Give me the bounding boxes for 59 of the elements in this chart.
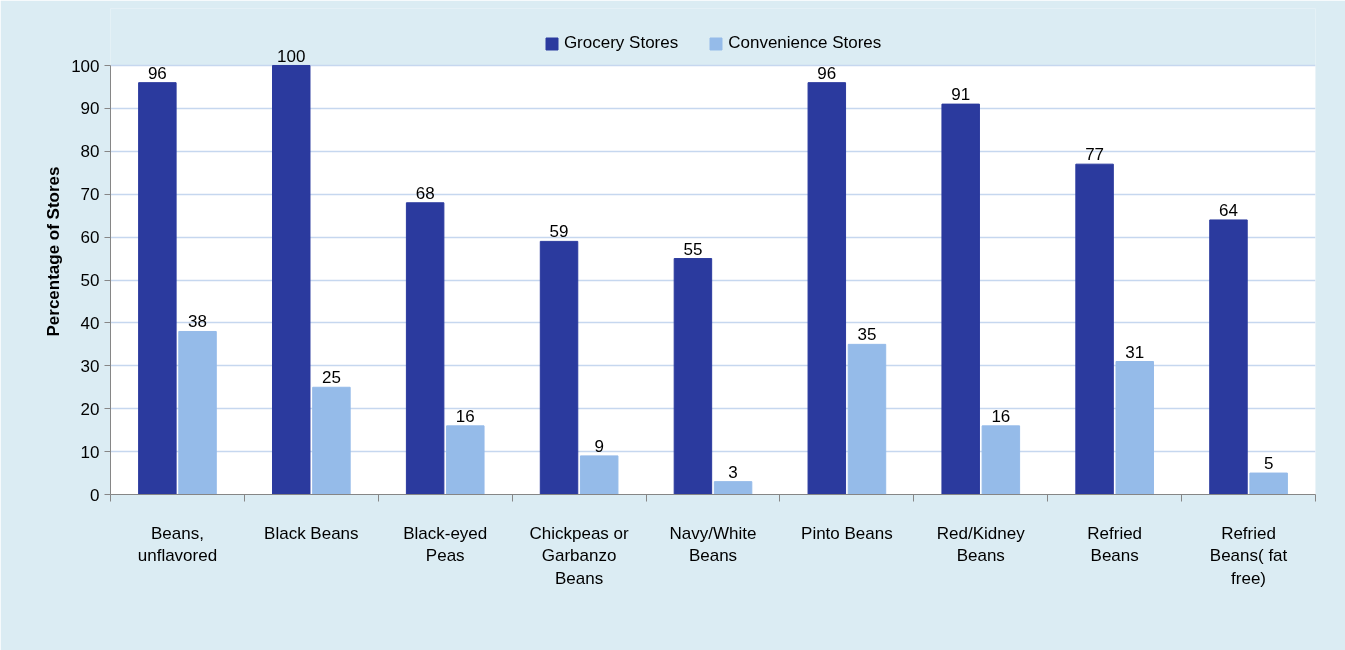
x-tick-label: Black-eyed Peas: [403, 523, 488, 566]
y-tick-label: 10: [80, 442, 100, 462]
data-label: 9: [594, 436, 604, 456]
bar: [272, 65, 311, 495]
x-tick-label: Black Beans: [264, 523, 359, 543]
x-tick-label: Red/Kidney Beans: [936, 523, 1026, 566]
data-label: 96: [817, 63, 837, 83]
x-tick-label: Pinto Beans: [801, 523, 893, 543]
bar: [138, 82, 177, 495]
bar: [1075, 163, 1114, 495]
y-axis-title: Percentage of Stores: [44, 166, 64, 337]
y-tick-label: 60: [80, 228, 100, 248]
y-tick-label: 20: [80, 399, 100, 419]
bar: [312, 386, 351, 495]
x-tick-label: Beans, unflavored: [137, 523, 218, 566]
y-tick-label: 30: [80, 356, 100, 376]
bar: [1249, 472, 1288, 495]
legend-label: Grocery Stores: [563, 33, 679, 53]
y-tick-label: 90: [80, 99, 100, 119]
data-label: 77: [1085, 145, 1105, 165]
data-label: 35: [857, 325, 877, 345]
data-label: 64: [1219, 200, 1238, 220]
y-tick-label: 0: [90, 485, 100, 505]
bar: [807, 82, 847, 495]
y-tick-label: 40: [80, 313, 100, 333]
bar: [847, 343, 887, 495]
data-label: 16: [455, 406, 475, 426]
data-label: 100: [277, 46, 306, 66]
bar: [178, 330, 217, 495]
y-tick-label: 50: [80, 271, 100, 290]
y-tick-label: 80: [80, 142, 100, 162]
bar: [713, 481, 753, 495]
bar: [981, 425, 1021, 495]
data-label: 16: [991, 406, 1011, 426]
data-label: 25: [321, 368, 341, 388]
legend-label: Convenience Stores: [728, 33, 882, 53]
x-tick-label: Navy/White Beans: [669, 523, 757, 566]
x-tick-label: Chickpeas or Garbanzo Beans: [529, 523, 630, 589]
y-tick-label: 100: [71, 56, 100, 76]
bar: [1209, 219, 1248, 495]
bar: [405, 202, 445, 495]
bar: [673, 258, 713, 495]
bar: [579, 455, 619, 495]
data-label: 3: [728, 462, 738, 482]
x-tick-label: Refried Beans: [1087, 523, 1143, 566]
data-label: 55: [683, 239, 703, 259]
bar: [1115, 361, 1154, 495]
bar: [446, 425, 485, 495]
data-label: 5: [1263, 454, 1274, 474]
bar: [941, 103, 980, 495]
x-tick-label: Refried Beans( fat free): [1209, 523, 1288, 589]
data-label: 59: [549, 222, 569, 242]
data-label: 38: [188, 312, 207, 332]
data-label: 68: [415, 183, 435, 203]
data-label: 96: [147, 63, 167, 83]
data-label: 91: [951, 85, 971, 105]
data-label: 31: [1125, 342, 1145, 362]
bar: [539, 240, 579, 495]
y-tick-label: 70: [80, 185, 100, 205]
